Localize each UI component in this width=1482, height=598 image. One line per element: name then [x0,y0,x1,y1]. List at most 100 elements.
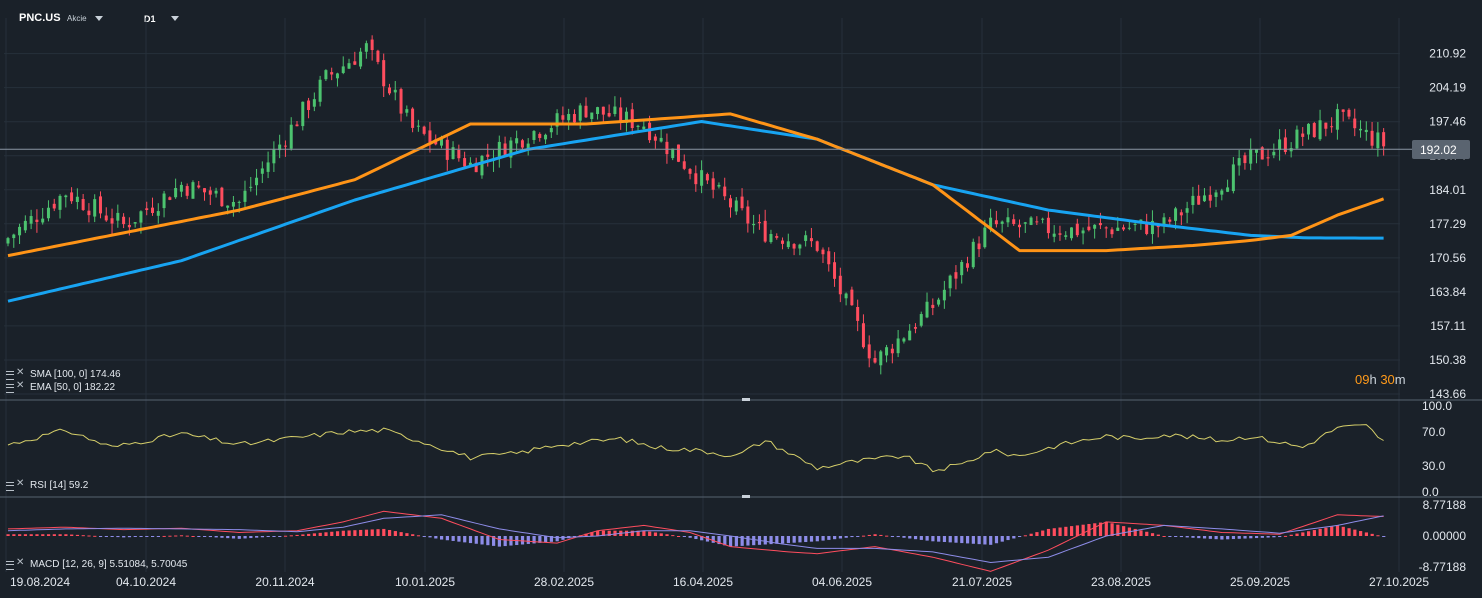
macd-hist-pos [58,534,62,536]
macd-hist-neg [890,536,895,537]
macd-hist-pos [29,534,33,536]
candle-bull [798,244,802,249]
macd-hist-neg [746,536,750,546]
macd-line[interactable] [7,510,1384,572]
candle-bull [515,138,519,144]
symbol-label[interactable]: PNC.US [19,12,61,24]
candle-bull [237,201,241,203]
candle-bull [1272,151,1276,156]
macd-hist-pos [607,530,611,536]
candle-bear [630,109,634,129]
legend-rsi-text: RSI [14] 59.2 [30,480,89,491]
price-tick-label: 197.46 [1429,115,1466,129]
macd-hist-pos [75,534,80,536]
candle-bear [619,107,623,123]
candle-bear [87,210,91,216]
candle-bear [1347,109,1351,117]
candle-bear [52,203,56,209]
legend-sma[interactable]: ✕ SMA [100, 0] 174.46 [6,367,121,380]
candle-bear [1018,224,1021,228]
macd-hist-pos [861,535,866,537]
macd-hist-pos [185,535,189,537]
candle-bull [318,79,322,102]
candle-bear [70,192,74,202]
candle-bull [1174,208,1178,221]
macd-hist-neg [214,536,218,538]
candle-bear [809,238,813,242]
candle-bull [179,184,183,192]
date-label: 21.07.2025 [952,575,1012,589]
macd-hist-neg [139,536,143,537]
price-tick-label: 177.29 [1429,217,1466,231]
candle-bear [457,149,461,159]
macd-hist-neg [197,536,201,537]
timeframe-label[interactable]: D1 [144,14,156,24]
settings-icon[interactable] [6,384,14,393]
price-tick-label: 204.19 [1429,81,1466,95]
macd-hist-neg [98,536,103,537]
macd-hist-neg [729,536,733,547]
macd-hist-neg [856,536,860,537]
candle-countdown: 09h 30m [1355,372,1406,387]
macd-hist-neg [104,536,108,537]
candle-bear [913,327,917,329]
macd-hist-neg [463,536,467,543]
candle-bear [1341,109,1345,112]
macd-tick-label: 8.77188 [1423,498,1467,512]
macd-hist-pos [6,534,10,536]
legend-ema[interactable]: ✕ EMA [50, 0] 182.22 [6,380,115,393]
candle-bull [214,190,218,194]
date-label: 10.01.2025 [395,575,455,589]
macd-tick-label: 0.00000 [1423,529,1467,543]
candle-bull [1052,233,1056,237]
candle-bear [127,224,131,228]
macd-hist-pos [659,533,663,536]
macd-hist-pos [1035,532,1039,536]
candle-bull [1023,222,1027,224]
legend-macd[interactable]: ✕ MACD [12, 26, 9] 5.51084, 5.70045 [6,557,187,570]
candle-bear [821,249,825,255]
candle-bull [249,186,253,188]
macd-hist-neg [520,536,525,545]
candle-bull [301,101,305,127]
settings-icon[interactable] [6,482,14,491]
close-icon[interactable]: ✕ [16,367,25,378]
close-icon[interactable]: ✕ [16,557,25,568]
macd-hist-pos [1364,532,1368,536]
macd-signal-line[interactable] [7,514,1384,564]
settings-icon[interactable] [6,371,14,380]
macd-hist-pos [295,534,299,536]
candle-bear [607,112,611,117]
legend-rsi[interactable]: ✕ RSI [14] 59.2 [6,478,89,491]
candle-bull [156,211,160,216]
macd-hist-pos [359,529,363,536]
panel-resize-handle[interactable] [742,398,750,401]
candle-bear [827,251,831,265]
close-icon[interactable]: ✕ [16,380,25,391]
macd-hist-neg [203,536,207,537]
candle-bear [1098,223,1102,226]
candle-bear [376,50,380,62]
candle-bear [833,262,837,279]
macd-hist-neg [694,536,698,540]
rsi-line[interactable] [7,424,1384,473]
macd-hist-pos [1335,525,1340,536]
macd-hist-neg [815,536,819,542]
panel-resize-handle[interactable] [742,495,750,498]
candle-bear [203,188,207,193]
macd-hist-neg [948,536,952,543]
settings-icon[interactable] [6,561,14,570]
candle-bear [1058,233,1062,235]
macd-hist-pos [1058,527,1062,536]
candle-bear [561,115,565,120]
close-icon[interactable]: ✕ [16,478,25,489]
symbol-dropdown-icon[interactable] [95,16,103,21]
price-tick-label: 163.84 [1429,285,1466,299]
macd-hist-pos [879,534,883,536]
ema-line[interactable] [7,112,1385,258]
candle-bull [1116,227,1120,231]
timeframe-dropdown-icon[interactable] [171,16,179,21]
sma-line[interactable] [7,120,1384,303]
instrument-type-label: Akcie [67,14,87,23]
